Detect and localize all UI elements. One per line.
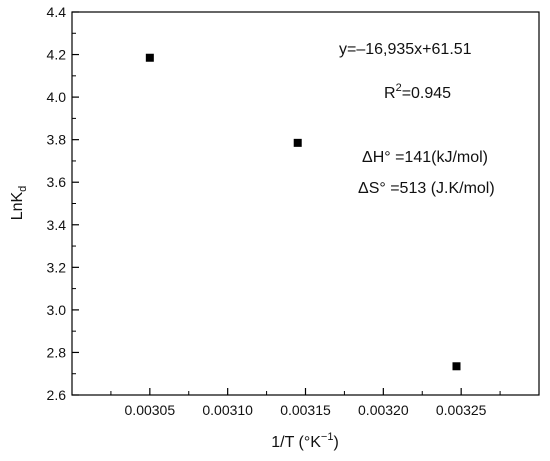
- x-axis-title: 1/T (°K−1): [271, 431, 339, 451]
- y-axis-title: LnKd: [9, 186, 29, 221]
- plot-frame: [71, 11, 540, 396]
- enthalpy-annotation: ΔH° =141(kJ/mol): [362, 149, 488, 166]
- y-tick-label: 3.4: [47, 217, 67, 233]
- x-tick-label: 0.00315: [280, 402, 331, 418]
- x-axis-ticks: 0.00305 0.00310 0.00315 0.00320 0.00325: [110, 388, 501, 418]
- r-squared-value: =0.945: [402, 85, 451, 102]
- r-squared: R2=0.945: [384, 82, 451, 102]
- y-tick-label: 4.4: [47, 4, 67, 20]
- y-tick-label: 2.8: [47, 344, 67, 360]
- data-point: [145, 53, 154, 62]
- y-tick-label: 4.0: [47, 89, 67, 105]
- x-axis-title-sup: −1: [321, 431, 334, 443]
- data-point: [293, 138, 302, 147]
- data-point: [452, 362, 461, 371]
- y-axis-title-main: LnK: [9, 192, 26, 221]
- x-tick-label: 0.00325: [436, 402, 487, 418]
- r-squared-sup: 2: [396, 82, 402, 94]
- y-axis-ticks: 2.6 2.8 3.0 3.2 3.4 3.6 3.8 4.0 4.2 4.4: [47, 4, 79, 403]
- y-tick-label: 2.6: [47, 387, 67, 403]
- r-squared-prefix: R: [384, 85, 396, 102]
- x-tick-label: 0.00320: [358, 402, 409, 418]
- y-tick-label: 4.2: [47, 47, 67, 63]
- data-points-layer: [145, 53, 461, 371]
- y-tick-label: 3.6: [47, 174, 67, 190]
- x-tick-label: 0.00305: [125, 402, 176, 418]
- y-axis-title-sub: d: [17, 186, 29, 192]
- x-tick-label: 0.00310: [202, 402, 253, 418]
- y-tick-label: 3.8: [47, 132, 67, 148]
- x-axis-title-end: ): [333, 434, 338, 451]
- entropy-annotation: ΔS° =513 (J.K/mol): [358, 180, 495, 197]
- x-axis-title-main: 1/T (°K: [271, 434, 321, 451]
- y-tick-label: 3.2: [47, 259, 67, 275]
- fit-equation: y=–16,935x+61.51: [339, 41, 472, 58]
- y-tick-label: 3.0: [47, 302, 67, 318]
